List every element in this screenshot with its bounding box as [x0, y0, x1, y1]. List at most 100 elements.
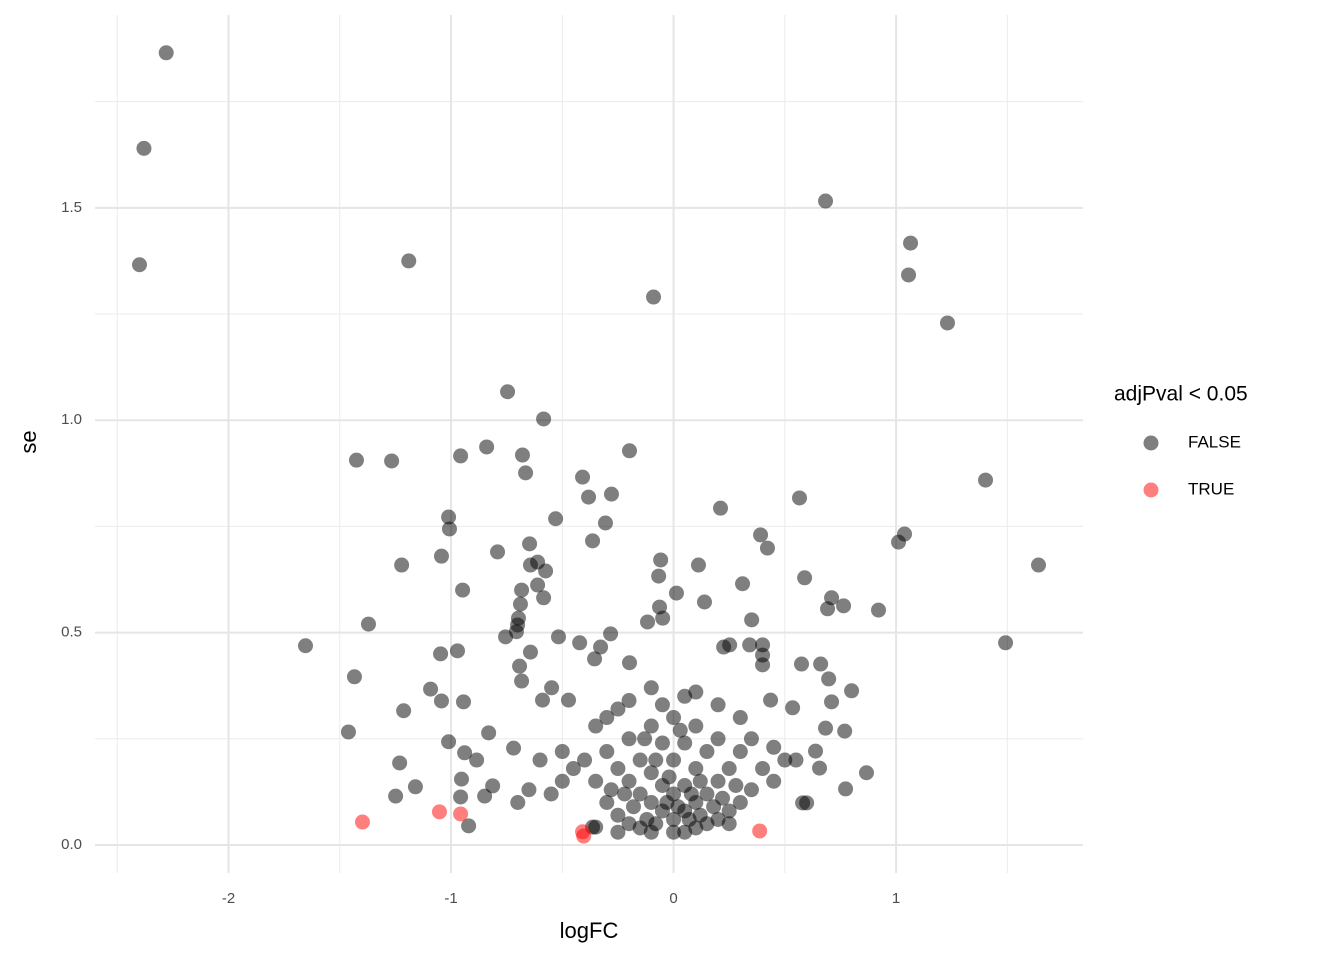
point [621, 731, 637, 747]
point [752, 823, 768, 839]
point [837, 723, 853, 739]
point [396, 703, 412, 719]
point [643, 718, 659, 734]
point [677, 735, 693, 751]
point [939, 315, 955, 331]
point [360, 616, 376, 632]
point [688, 718, 704, 734]
point [653, 552, 669, 568]
point [621, 443, 637, 459]
point [836, 598, 852, 614]
point [354, 814, 370, 830]
point [561, 692, 577, 708]
point [632, 752, 648, 768]
point [500, 384, 516, 400]
point [433, 693, 449, 709]
x-axis-label: logFC [560, 918, 619, 943]
point [423, 681, 439, 697]
legend-key [1143, 482, 1159, 498]
point [710, 697, 726, 713]
point [710, 773, 726, 789]
point [514, 447, 530, 463]
point [298, 638, 314, 654]
point [903, 235, 919, 251]
point [577, 752, 593, 768]
point [655, 610, 671, 626]
point [453, 806, 469, 822]
point [603, 486, 619, 502]
point [455, 694, 471, 710]
point [818, 720, 834, 736]
point [585, 533, 601, 549]
point [477, 788, 493, 804]
point [632, 786, 648, 802]
y-tick-label: 1.5 [61, 199, 82, 216]
point [722, 637, 738, 653]
point [340, 724, 356, 740]
point [392, 755, 408, 771]
legend-label: FALSE [1188, 432, 1241, 451]
point [713, 500, 729, 516]
point [844, 683, 860, 699]
x-tick-label: 1 [892, 890, 900, 907]
point [788, 752, 804, 768]
point [453, 448, 469, 464]
point [536, 411, 552, 427]
y-tick-label: 0.5 [61, 624, 82, 641]
point [514, 673, 530, 689]
point [544, 680, 560, 696]
point [792, 490, 808, 506]
point [643, 765, 659, 781]
y-tick-label: 0.0 [61, 836, 82, 853]
point [603, 782, 619, 798]
point [457, 745, 473, 761]
point [401, 253, 417, 269]
point [732, 710, 748, 726]
point [610, 824, 626, 840]
point [514, 582, 530, 598]
point [666, 824, 682, 840]
point [732, 744, 748, 760]
point [518, 465, 534, 481]
point [575, 469, 591, 485]
point [812, 760, 828, 776]
point [699, 786, 715, 802]
point [388, 788, 404, 804]
point [565, 761, 581, 777]
point [610, 701, 626, 717]
point [654, 735, 670, 751]
point [871, 602, 887, 618]
point [597, 515, 613, 531]
point [799, 795, 815, 811]
legend-key [1143, 435, 1159, 451]
point [824, 694, 840, 710]
point [1030, 557, 1046, 573]
point [670, 799, 686, 815]
legend-label: TRUE [1188, 479, 1234, 498]
point [821, 671, 837, 687]
point [690, 557, 706, 573]
point [721, 816, 737, 832]
point [699, 744, 715, 760]
point [735, 576, 751, 592]
point [755, 657, 771, 673]
point [384, 453, 400, 469]
point [610, 761, 626, 777]
point [621, 773, 637, 789]
point [753, 527, 769, 543]
point [813, 656, 829, 672]
point [978, 472, 994, 488]
point [610, 807, 626, 823]
point [688, 761, 704, 777]
point [394, 557, 410, 573]
point [433, 548, 449, 564]
point [469, 752, 485, 768]
point [603, 626, 619, 642]
point [576, 828, 592, 844]
point [512, 596, 528, 612]
point [449, 643, 465, 659]
point [599, 744, 615, 760]
point [455, 582, 471, 598]
point [461, 818, 477, 834]
